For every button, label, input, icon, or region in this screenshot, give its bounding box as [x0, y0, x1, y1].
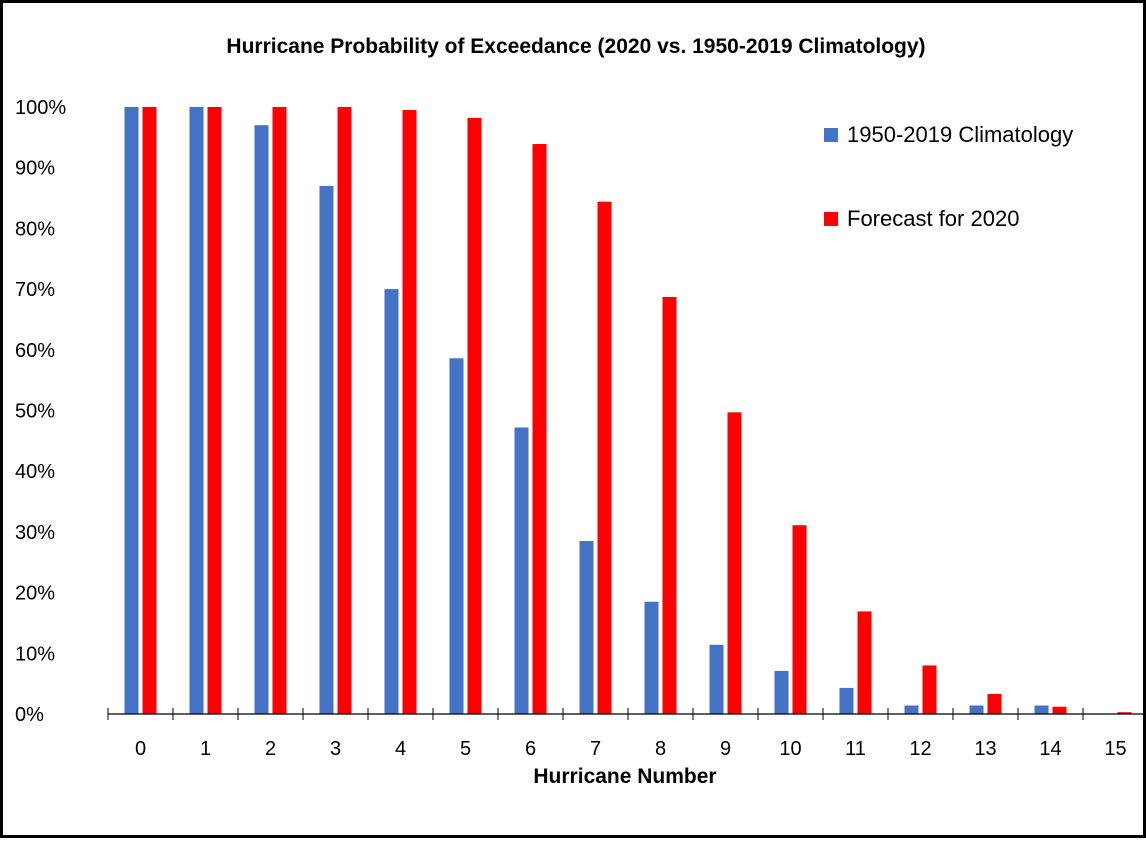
y-tick-label: 90% [15, 158, 55, 180]
bar [532, 144, 547, 714]
x-axis-ticks: 0 1 2 3 4 5 6 7 8 9 10 11 12 13 14 15 [107, 708, 1127, 760]
y-tick-label: 30% [15, 522, 55, 544]
x-tick-label: 1 [200, 738, 211, 760]
bar [449, 358, 464, 714]
bar [1052, 706, 1067, 714]
bar [774, 670, 789, 714]
x-tick-label: 15 [1104, 738, 1126, 760]
bar [727, 412, 742, 714]
y-tick-label: 10% [15, 643, 55, 665]
bar [124, 107, 139, 714]
bar [189, 107, 204, 714]
bar [402, 110, 417, 714]
bar [514, 427, 529, 714]
legend-label: Forecast for 2020 [847, 206, 1019, 231]
bar [904, 705, 919, 714]
bar [319, 185, 334, 714]
bar [272, 107, 287, 714]
bar [337, 107, 352, 714]
bar [579, 541, 594, 714]
y-tick-label: 80% [15, 218, 55, 240]
x-tick-label: 5 [460, 738, 471, 760]
bars [124, 107, 1132, 715]
x-tick-label: 13 [974, 738, 996, 760]
x-tick-label: 6 [525, 738, 536, 760]
legend: 1950-2019 Climatology Forecast for 2020 [824, 122, 1073, 231]
x-tick-label: 10 [779, 738, 801, 760]
bar [644, 601, 659, 714]
bar-chart: Hurricane Probability of Exceedance (202… [15, 35, 1146, 788]
x-tick-label: 8 [655, 738, 666, 760]
y-tick-label: 70% [15, 279, 55, 301]
bar [1034, 705, 1049, 714]
bar [597, 201, 612, 714]
bar [207, 107, 222, 714]
bar [792, 525, 807, 714]
legend-label: 1950-2019 Climatology [847, 122, 1073, 147]
x-tick-label: 0 [135, 738, 146, 760]
y-tick-label: 50% [15, 401, 55, 423]
bar [142, 107, 157, 714]
y-tick-label: 100% [15, 97, 66, 119]
bar [987, 693, 1002, 714]
bar [662, 296, 677, 714]
bar [709, 644, 724, 714]
x-axis-label: Hurricane Number [533, 765, 716, 788]
legend-swatch [824, 212, 838, 226]
x-tick-label: 4 [395, 738, 406, 760]
bar [467, 117, 482, 715]
x-tick-label: 2 [265, 738, 276, 760]
chart-title: Hurricane Probability of Exceedance (202… [226, 35, 925, 58]
y-tick-label: 60% [15, 340, 55, 362]
x-tick-label: 11 [845, 738, 866, 760]
bar [839, 687, 854, 714]
x-tick-label: 12 [909, 738, 931, 760]
y-tick-label: 20% [15, 583, 55, 605]
y-tick-label: 40% [15, 461, 55, 483]
legend-swatch [824, 128, 838, 142]
x-tick-label: 3 [330, 738, 341, 760]
bar [1117, 712, 1132, 714]
x-tick-label: 7 [590, 738, 601, 760]
x-tick-label: 9 [720, 738, 731, 760]
bar [254, 125, 269, 714]
x-tick-label: 14 [1039, 738, 1061, 760]
bar [969, 705, 984, 714]
y-axis-ticks: 0% 10% 20% 30% 40% 50% 60% 70% 80% 90% 100% [15, 97, 66, 726]
bar [384, 289, 399, 714]
bar [922, 665, 937, 714]
y-tick-label: 0% [15, 704, 44, 726]
bar [857, 611, 872, 714]
